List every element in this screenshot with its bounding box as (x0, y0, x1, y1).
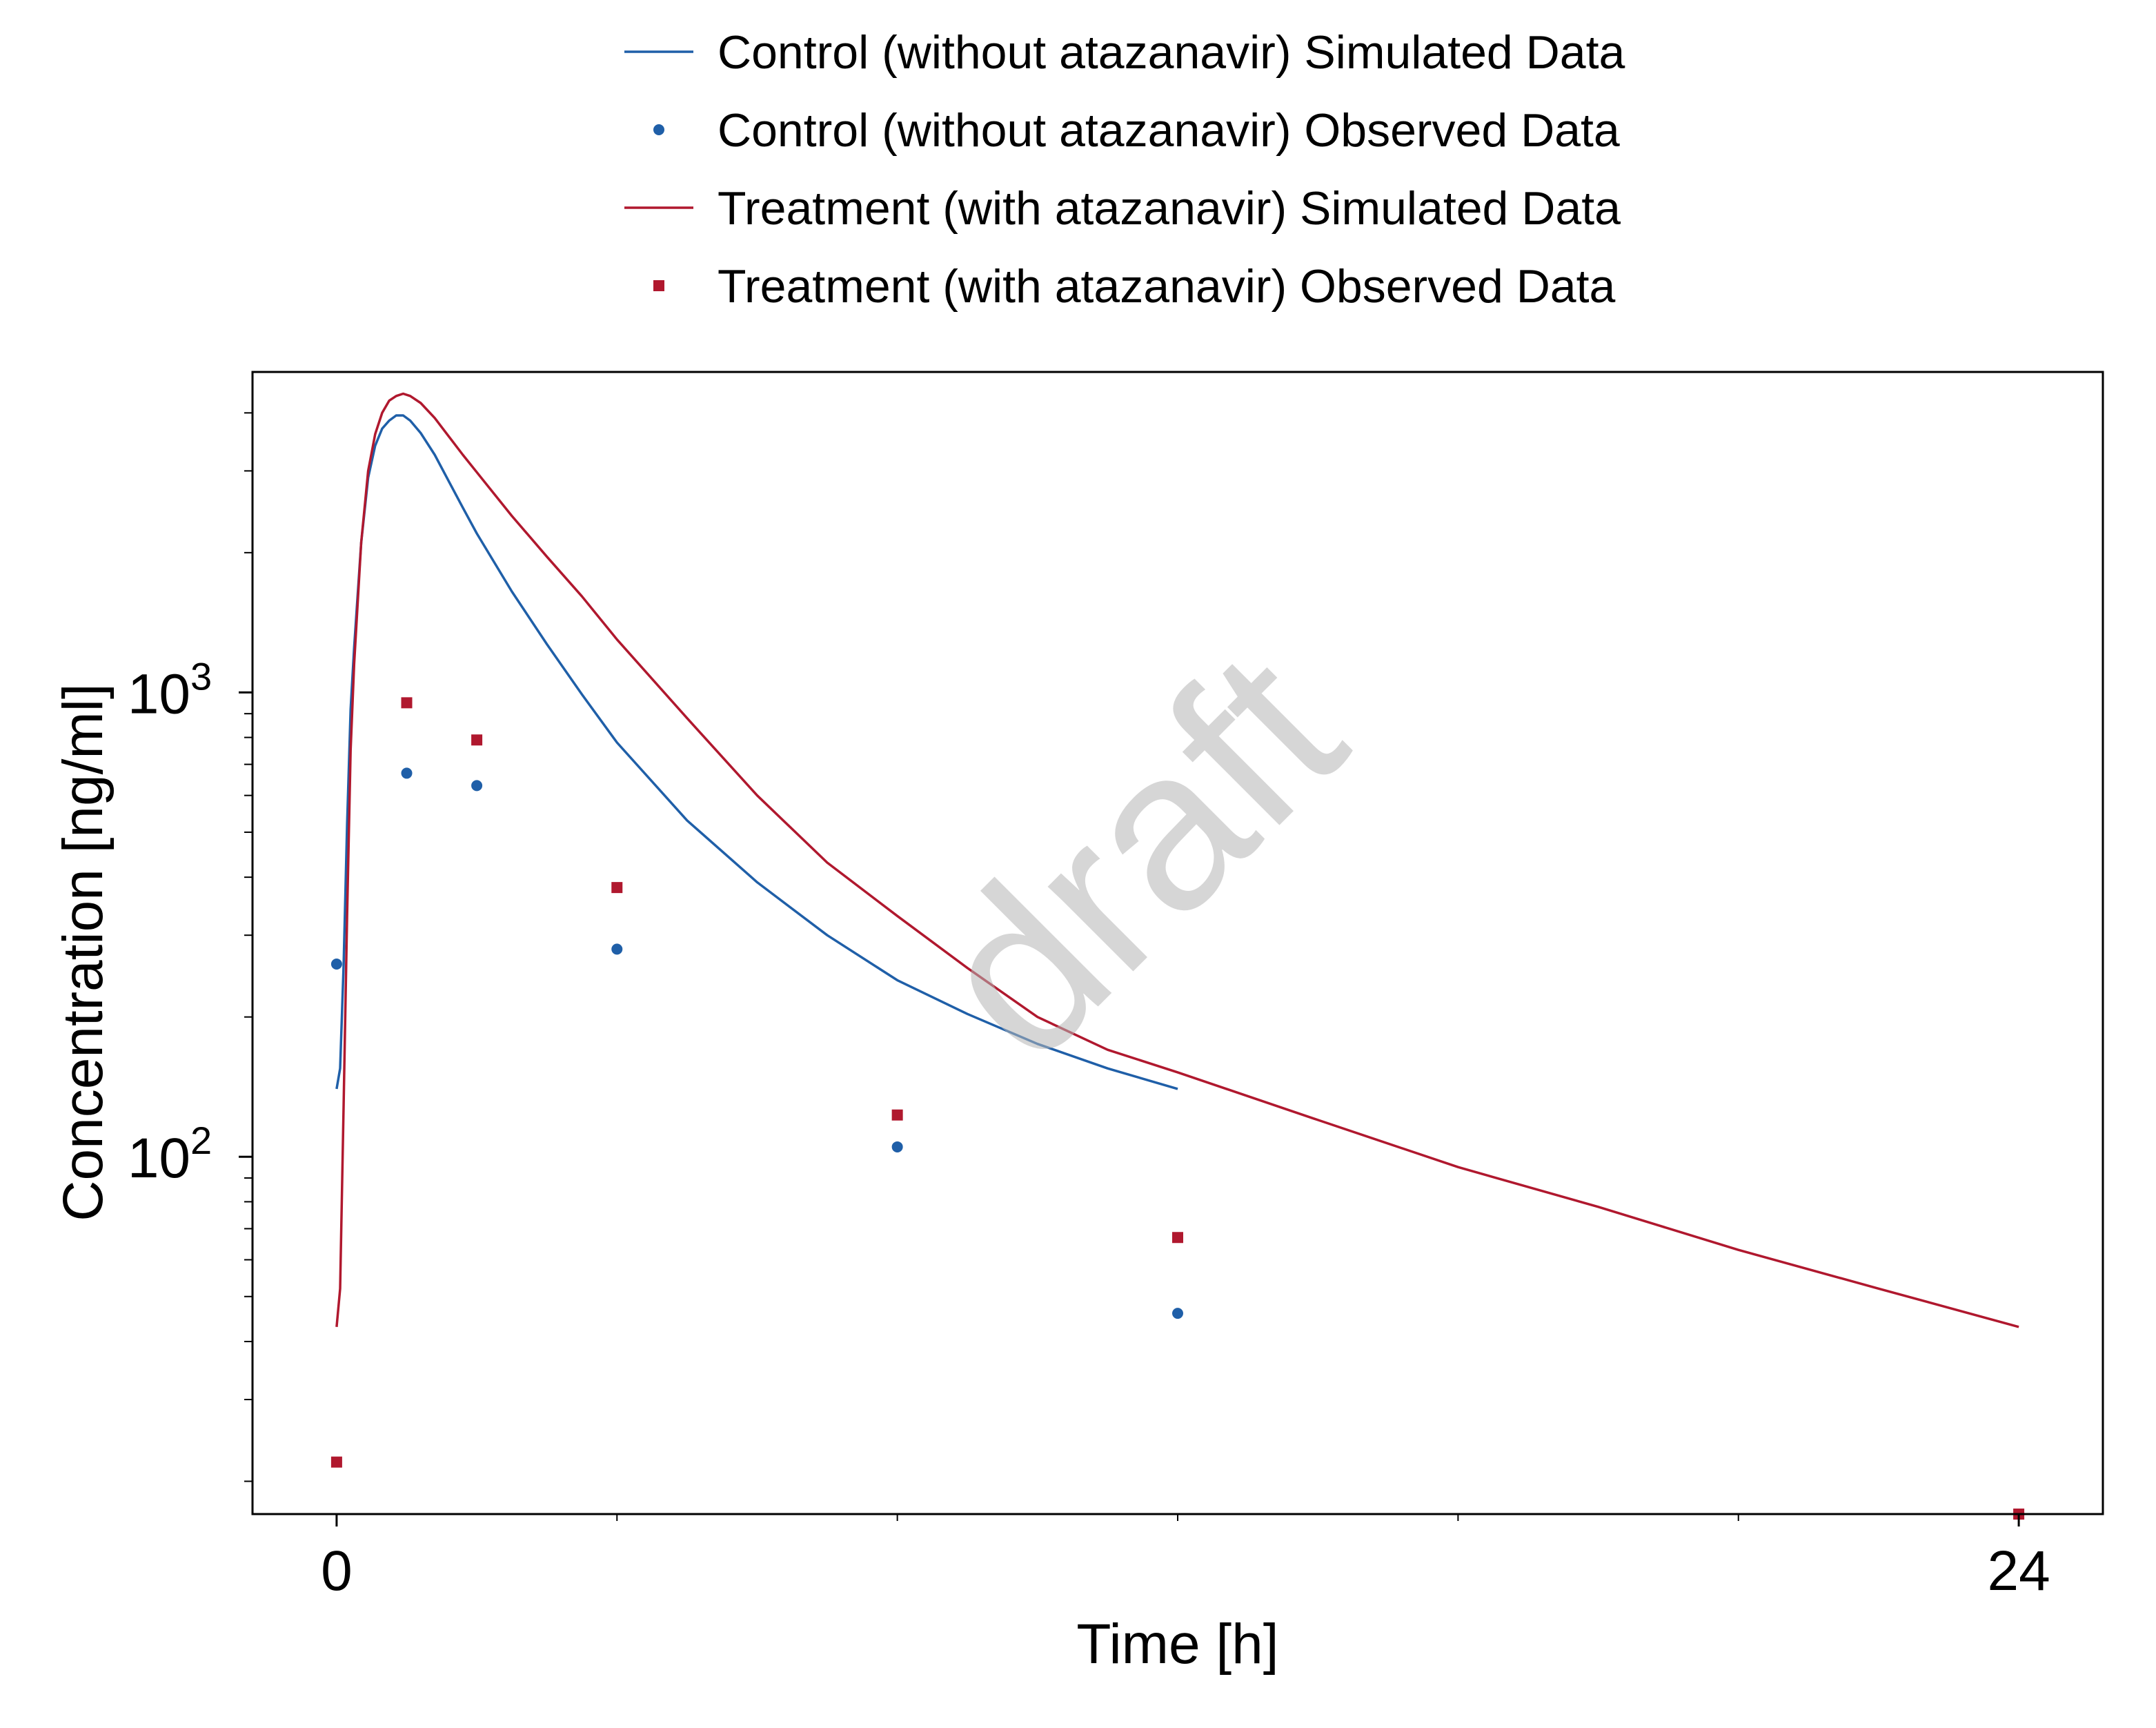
legend-circle-symbol (653, 124, 664, 135)
data-point-square (330, 1456, 342, 1468)
data-point-circle (891, 1141, 903, 1152)
data-point-circle (330, 959, 342, 970)
legend: Control (without atazanavir) Simulated D… (624, 26, 1625, 313)
data-point-circle (1172, 1308, 1183, 1319)
data-point-square (1172, 1232, 1183, 1244)
y-tick-label: 102 (128, 1119, 212, 1190)
data-point-square (401, 697, 413, 709)
data-point-circle (471, 780, 483, 792)
y-axis-title: Concentration [ng/ml] (52, 683, 115, 1221)
legend-square-symbol (653, 280, 664, 291)
data-point-square (611, 882, 623, 894)
axes-layer: 0 24 102 103 (128, 412, 2050, 1602)
draft-watermark: draft (887, 603, 1389, 1106)
x-tick-label: 24 (1987, 1540, 2050, 1602)
data-point-circle (611, 943, 623, 955)
legend-label: Treatment (with atazanavir) Simulated Da… (718, 182, 1621, 235)
legend-label: Control (without atazanavir) Simulated D… (718, 26, 1625, 79)
data-point-square (891, 1109, 903, 1121)
data-point-square (471, 734, 483, 746)
data-point-circle (401, 767, 413, 779)
legend-label: Treatment (with atazanavir) Observed Dat… (718, 260, 1616, 313)
y-tick-label: 103 (128, 654, 212, 725)
series-line-2 (335, 392, 2019, 1328)
x-axis-title: Time [h] (1076, 1613, 1278, 1676)
x-tick-label: 0 (321, 1540, 353, 1602)
legend-label: Control (without atazanavir) Observed Da… (718, 104, 1620, 157)
series-layer (330, 392, 2025, 1520)
